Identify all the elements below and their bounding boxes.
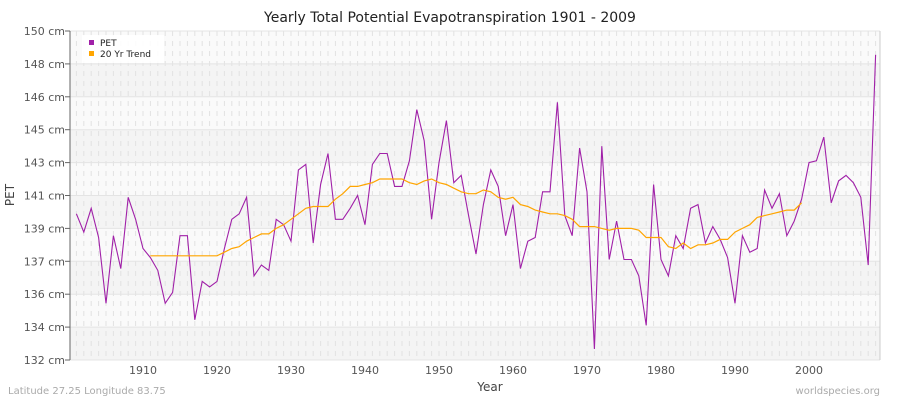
legend-swatch-pet — [89, 40, 94, 45]
background-band — [70, 195, 880, 229]
y-tick-label: 145 cm — [24, 124, 65, 137]
y-tick-label: 150 cm — [24, 25, 65, 38]
x-tick-label: 1950 — [425, 364, 453, 377]
y-tick-label: 132 cm — [24, 354, 65, 367]
x-tick-label: 1930 — [277, 364, 305, 377]
y-tick-label: 134 cm — [24, 321, 65, 334]
y-axis-label: PET — [3, 183, 17, 206]
x-axis-ticks: 1910 1920 1930 1940 1950 1960 1970 1980 1990 2000 — [129, 364, 823, 377]
x-tick-label: 1940 — [351, 364, 379, 377]
y-axis-ticks: 132 cm 134 cm 136 cm 137 cm 139 cm 141 cm 143 … — [24, 25, 70, 367]
x-tick-label: 1960 — [499, 364, 527, 377]
x-tick-label: 1910 — [129, 364, 157, 377]
background-band — [70, 327, 880, 360]
trend-line — [150, 178, 803, 257]
x-tick-label: 1970 — [573, 364, 601, 377]
y-tick-label: 136 cm — [24, 288, 65, 301]
background-band — [70, 63, 880, 97]
background-band — [70, 162, 880, 196]
x-tick-label: 1980 — [647, 364, 675, 377]
background-band — [70, 129, 880, 163]
x-tick-label: 1990 — [721, 364, 749, 377]
legend: PET 20 Yr Trend — [82, 35, 164, 63]
background-bands — [70, 31, 880, 360]
background-band — [70, 31, 880, 64]
y-tick-label: 143 cm — [24, 157, 65, 170]
horizontal-grid — [70, 30, 880, 361]
chart-title: Yearly Total Potential Evapotranspiratio… — [263, 10, 636, 26]
series-lines — [75, 54, 877, 350]
legend-label-pet: PET — [100, 39, 117, 49]
x-axis-label: Year — [476, 380, 502, 394]
background-band — [70, 96, 880, 130]
background-band — [70, 261, 880, 295]
footer-coordinates: Latitude 27.25 Longitude 83.75 — [8, 386, 166, 397]
y-tick-label: 148 cm — [24, 58, 65, 71]
y-tick-label: 146 cm — [24, 91, 65, 104]
background-band — [70, 294, 880, 328]
y-tick-label: 139 cm — [24, 222, 65, 235]
x-tick-label: 1920 — [203, 364, 231, 377]
legend-label-trend: 20 Yr Trend — [100, 50, 151, 60]
y-tick-label: 137 cm — [24, 255, 65, 268]
x-tick-label: 2000 — [795, 364, 823, 377]
legend-box — [82, 35, 164, 63]
legend-swatch-trend — [89, 51, 94, 56]
pet-line — [75, 54, 877, 350]
footer-source: worldspecies.org — [796, 386, 880, 397]
y-tick-label: 141 cm — [24, 190, 65, 203]
